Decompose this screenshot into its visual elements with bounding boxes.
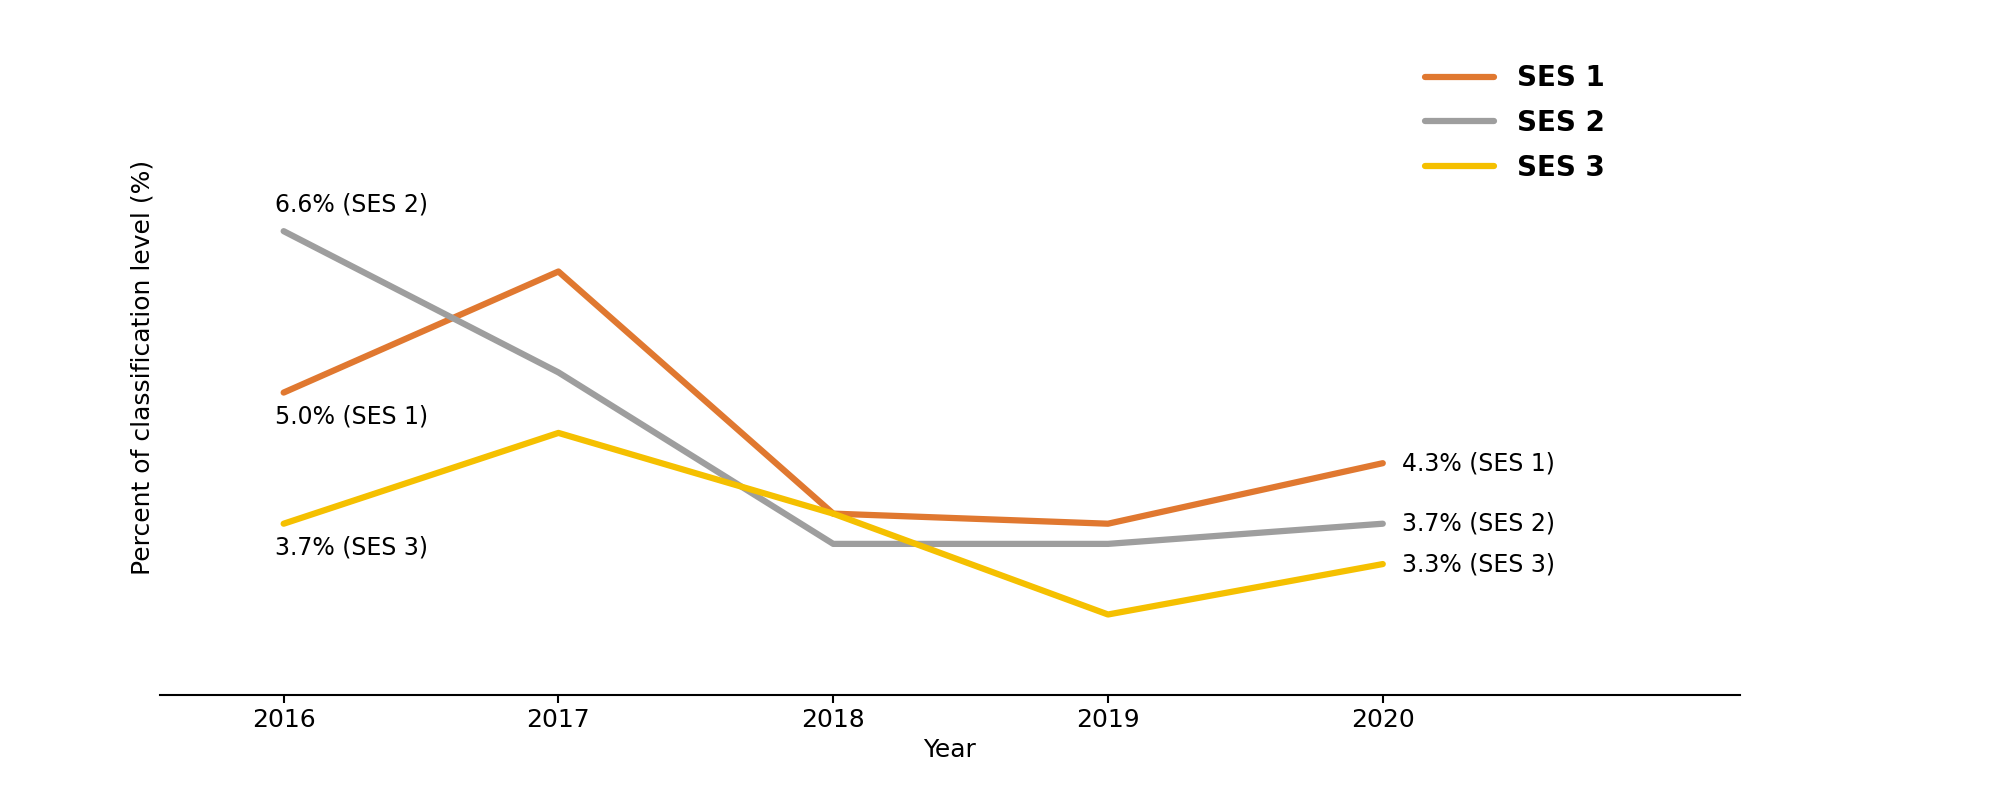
X-axis label: Year: Year (924, 738, 976, 762)
Text: 3.3% (SES 3): 3.3% (SES 3) (1402, 552, 1556, 576)
Text: 3.7% (SES 3): 3.7% (SES 3) (276, 536, 428, 560)
Text: 5.0% (SES 1): 5.0% (SES 1) (276, 404, 428, 429)
Text: 6.6% (SES 2): 6.6% (SES 2) (276, 192, 428, 216)
Text: 4.3% (SES 1): 4.3% (SES 1) (1402, 451, 1554, 475)
Text: 3.7% (SES 2): 3.7% (SES 2) (1402, 512, 1556, 536)
Y-axis label: Percent of classification level (%): Percent of classification level (%) (130, 160, 154, 575)
Legend: SES 1, SES 2, SES 3: SES 1, SES 2, SES 3 (1414, 54, 1616, 193)
